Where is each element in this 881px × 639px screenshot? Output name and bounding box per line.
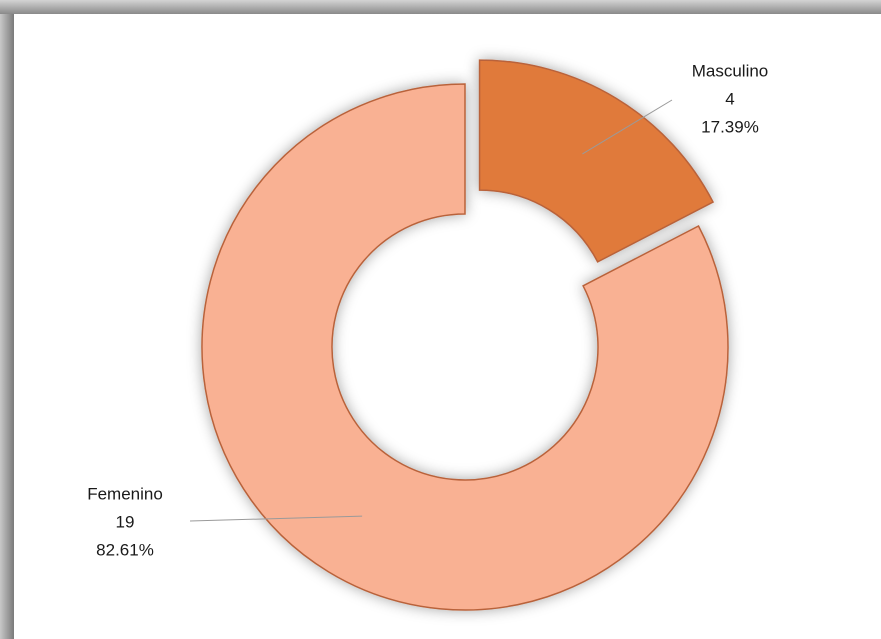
leader-line — [582, 99, 673, 155]
share-label: 82.61% — [96, 540, 154, 559]
category-label: Femenino — [87, 484, 163, 503]
donut-slice — [478, 59, 715, 263]
frame-top — [0, 0, 881, 14]
donut-slice — [201, 83, 729, 611]
leader-line — [189, 515, 363, 522]
category-label: Masculino — [692, 61, 769, 80]
value-label: 19 — [116, 512, 135, 531]
share-label: 17.39% — [701, 117, 759, 136]
frame-left — [0, 0, 14, 639]
value-label: 4 — [725, 89, 734, 108]
